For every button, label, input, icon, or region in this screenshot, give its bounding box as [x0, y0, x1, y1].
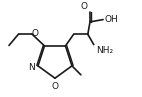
Text: NH₂: NH₂: [96, 46, 113, 55]
Text: O: O: [31, 29, 38, 38]
Text: N: N: [28, 63, 35, 72]
Text: OH: OH: [105, 15, 119, 24]
Text: O: O: [51, 82, 59, 91]
Text: O: O: [80, 2, 87, 11]
